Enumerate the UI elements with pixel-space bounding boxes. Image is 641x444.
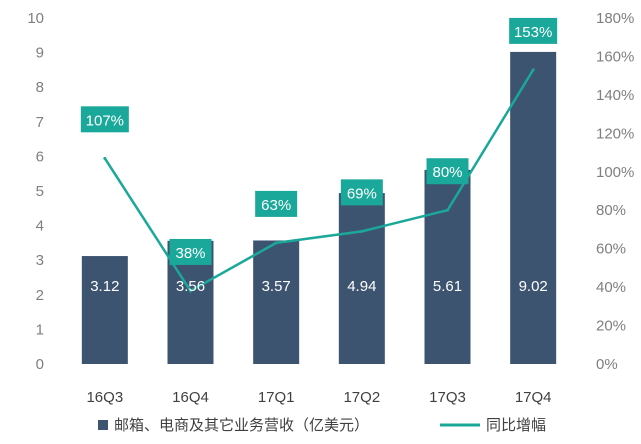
bar-17q4 (510, 51, 557, 365)
left-tick-label: 4 (36, 218, 44, 235)
left-tick-label: 8 (36, 79, 44, 96)
x-tick-label-17q4: 17Q4 (515, 389, 552, 406)
growth-label-box-17q1 (255, 190, 298, 217)
bar-value-label-17q2: 4.94 (347, 278, 376, 295)
growth-labels-layer: 107% 38% 63% 69% 80% 153% (80, 17, 558, 265)
left-tick-label: 1 (36, 321, 44, 338)
bar-labels-layer: 3.12 3.56 3.57 4.94 5.61 9.02 (90, 278, 548, 295)
x-tick-label-16q4: 16Q4 (172, 389, 209, 406)
x-axis: 16Q3 16Q4 17Q1 17Q2 17Q3 17Q4 (86, 389, 551, 406)
bar-value-label-17q3: 5.61 (433, 278, 462, 295)
bar-value-label-17q4: 9.02 (519, 278, 548, 295)
bar-17q2 (338, 193, 385, 364)
growth-point-16q3 (103, 156, 107, 160)
left-tick-label: 9 (36, 45, 44, 62)
growth-label-17q1: 63% (261, 197, 291, 214)
growth-point-17q3 (446, 208, 449, 212)
bar-value-label-16q3: 3.12 (90, 278, 119, 295)
right-tick-label: 60% (596, 241, 626, 258)
right-axis: 0% 20% 40% 60% 80% 100% 120% 140% 160% 180% (596, 10, 634, 373)
right-tick-label: 140% (596, 87, 634, 104)
x-tick-label-17q2: 17Q2 (343, 389, 380, 406)
growth-point-17q1 (274, 241, 278, 245)
right-tick-label: 80% (596, 202, 626, 219)
growth-label-16q3: 107% (86, 112, 124, 129)
growth-label-17q2: 69% (347, 185, 377, 202)
x-tick-label-16q3: 16Q3 (86, 389, 123, 406)
left-axis: 0 1 2 3 4 5 6 7 8 9 10 (27, 10, 44, 373)
growth-label-box-17q3 (426, 158, 469, 185)
bar-17q3 (424, 169, 471, 364)
bar-17q1 (253, 240, 300, 364)
growth-point-16q4 (189, 289, 192, 293)
legend-bar-swatch (98, 420, 108, 430)
growth-label-box-16q4 (169, 238, 212, 265)
right-tick-label: 40% (596, 279, 626, 296)
left-tick-label: 2 (36, 287, 44, 304)
growth-point-17q2 (360, 229, 364, 233)
right-tick-label: 20% (596, 318, 626, 335)
left-tick-label: 0 (36, 356, 44, 373)
bar-16q3 (81, 256, 128, 364)
right-tick-label: 120% (596, 125, 634, 142)
growth-label-17q4: 153% (514, 24, 552, 41)
legend-line-label: 同比增幅 (486, 417, 546, 434)
left-tick-label: 10 (27, 10, 44, 27)
line-layer (103, 68, 535, 293)
growth-line (103, 69, 535, 293)
growth-label-box-16q3 (80, 106, 129, 133)
left-tick-label: 6 (36, 148, 44, 165)
growth-label-16q4: 38% (175, 245, 205, 262)
right-tick-label: 0% (596, 356, 618, 373)
right-tick-label: 180% (596, 10, 634, 27)
right-tick-label: 160% (596, 48, 634, 65)
growth-label-17q3: 80% (432, 164, 462, 181)
growth-point-17q4 (531, 68, 535, 72)
left-tick-label: 7 (36, 114, 44, 131)
growth-label-box-17q2 (340, 179, 383, 206)
bars-layer (81, 51, 557, 365)
growth-label-box-17q4 (509, 17, 558, 44)
bar-value-label-17q1: 3.57 (262, 278, 291, 295)
right-tick-label: 100% (596, 164, 634, 181)
x-tick-label-17q1: 17Q1 (258, 389, 295, 406)
legend-bar-label: 邮箱、电商及其它业务营收（亿美元） (114, 416, 369, 434)
left-tick-label: 3 (36, 252, 44, 269)
x-tick-label-17q3: 17Q3 (429, 389, 466, 406)
legend: 邮箱、电商及其它业务营收（亿美元） 同比增幅 (98, 416, 546, 434)
bar-value-label-16q4: 3.56 (176, 278, 205, 295)
left-tick-label: 5 (36, 183, 44, 200)
